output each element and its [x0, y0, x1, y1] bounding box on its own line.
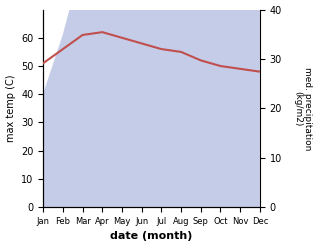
X-axis label: date (month): date (month) [110, 231, 193, 242]
Y-axis label: max temp (C): max temp (C) [5, 75, 16, 142]
Y-axis label: med. precipitation
(kg/m2): med. precipitation (kg/m2) [293, 67, 313, 150]
